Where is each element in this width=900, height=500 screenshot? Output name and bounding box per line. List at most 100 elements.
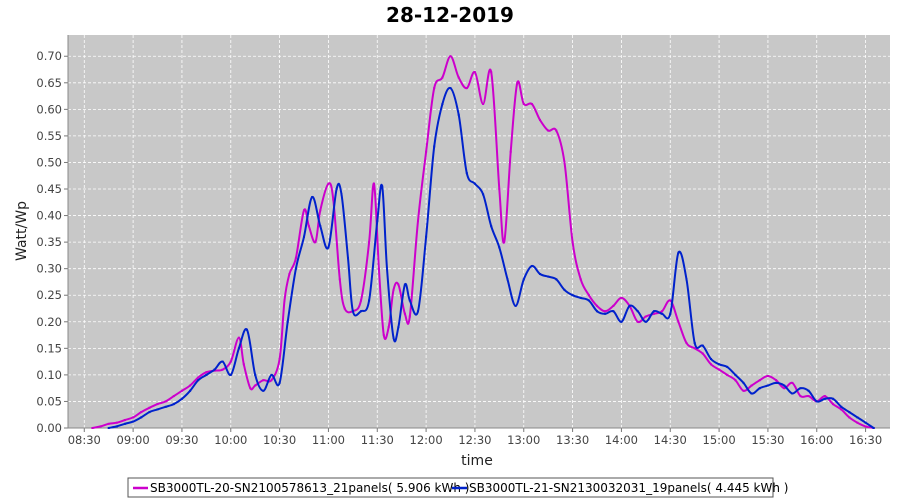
series-2-point (417, 310, 419, 313)
x-tick-label: 16:00 (800, 433, 833, 447)
series-2-point (270, 373, 273, 376)
series-1-point (140, 411, 143, 414)
x-tick-label: 14:00 (605, 433, 638, 447)
series-2-point (823, 397, 826, 400)
series-layer (91, 55, 875, 429)
series-1-point (718, 368, 721, 371)
series-1-point (319, 209, 322, 212)
series-1-point (425, 150, 428, 153)
series-2-point (327, 246, 330, 249)
series-2-point (848, 411, 851, 414)
y-tick-label: 0.25 (36, 288, 62, 302)
y-tick-label: 0.20 (36, 315, 62, 329)
legend-label-1: SB3000TL-20-SN2100578613_21panels( 5.906… (150, 481, 469, 495)
series-2-point (864, 421, 867, 424)
y-tick-label: 0.00 (36, 421, 62, 435)
series-2-point (530, 265, 533, 267)
series-2-point (482, 193, 485, 196)
series-2-point (311, 196, 314, 198)
x-axis-ticks: 08:30 09:00 09:30 10:00 10:30 11:00 11:30 12:00… (68, 427, 890, 447)
legend-label-2: SB3000TL-21-SN2130032031_19panels( 4.445… (469, 481, 788, 495)
series-2-point (107, 427, 110, 429)
series-2-point (766, 384, 769, 387)
series-1-point (180, 389, 183, 392)
series-1-point (653, 312, 655, 315)
legend: SB3000TL-20-SN2100578613_21panels( 5.906… (127, 477, 788, 498)
series-1-point (148, 406, 151, 409)
y-axis-ticks: 0.00 0.05 0.10 0.15 0.20 0.25 0.30 0.35 0.40 0.45… (36, 35, 69, 435)
series-1-point (343, 307, 346, 310)
chart-title: 28-12-2019 (386, 3, 514, 27)
series-1-point (197, 376, 200, 379)
series-2-point (799, 387, 802, 390)
series-1-point (115, 421, 118, 424)
series-1-point (612, 304, 615, 307)
series-2-point (286, 320, 289, 323)
series-2-point (612, 310, 615, 313)
x-tick-label: 09:30 (165, 433, 198, 447)
series-2-point (180, 397, 183, 400)
series-2-point (229, 373, 232, 376)
series-2-point (473, 182, 476, 185)
series-2-point (522, 278, 525, 281)
y-tick-label: 0.15 (36, 341, 62, 355)
series-2-point (132, 420, 135, 423)
series-2-point (408, 299, 411, 302)
series-1-point (701, 352, 704, 355)
x-tick-label: 12:00 (410, 433, 443, 447)
series-1-point (360, 299, 362, 302)
plot-area (68, 35, 890, 428)
series-1-point (473, 71, 476, 74)
series-1-point (669, 299, 672, 302)
series-1-point (734, 379, 737, 382)
x-tick-label: 09:00 (117, 433, 150, 447)
series-2-point (710, 358, 712, 360)
series-1-point (571, 241, 574, 244)
y-tick-label: 0.35 (36, 235, 62, 249)
y-tick-label: 0.70 (36, 49, 62, 63)
series-1-point (823, 395, 826, 398)
series-1-point (742, 389, 745, 392)
series-2-point (547, 275, 550, 278)
series-1-point (283, 299, 286, 302)
series-1-point (327, 182, 330, 185)
series-1-point (465, 87, 468, 90)
series-1-point (270, 379, 273, 382)
series-1-point (237, 336, 240, 339)
series-1-point (294, 257, 297, 260)
y-tick-label: 0.40 (36, 209, 62, 223)
series-2-point (156, 408, 159, 411)
series-2-point (205, 373, 208, 376)
series-1-point (503, 241, 506, 244)
series-1-point (99, 425, 102, 428)
series-2-point (449, 87, 452, 90)
series-1-point (124, 419, 126, 421)
series-1-point (482, 103, 485, 105)
series-1-point (433, 87, 436, 90)
series-1-point (408, 315, 411, 318)
series-2-point (254, 373, 257, 376)
series-1-point (636, 320, 639, 323)
series-1-point (547, 129, 550, 132)
series-1-point (710, 363, 712, 366)
series-1-point (775, 379, 778, 382)
series-2-point (294, 267, 297, 270)
series-1-point (509, 150, 512, 153)
x-tick-label: 10:00 (214, 433, 247, 447)
series-2-point (148, 411, 151, 414)
series-1-point (604, 310, 607, 313)
series-1-point (620, 296, 623, 299)
series-2-point (571, 294, 574, 297)
series-1-point (377, 267, 380, 270)
series-2-point (653, 310, 655, 313)
series-2-point (381, 185, 384, 188)
series-2-point (124, 422, 126, 425)
series-2-point (506, 278, 509, 281)
series-1-point (596, 304, 598, 307)
y-tick-label: 0.55 (36, 129, 62, 143)
series-1-point (403, 312, 406, 315)
series-1-point (791, 381, 794, 384)
series-1-point (644, 315, 647, 318)
series-2-point (579, 296, 582, 299)
series-2-point (677, 251, 680, 254)
